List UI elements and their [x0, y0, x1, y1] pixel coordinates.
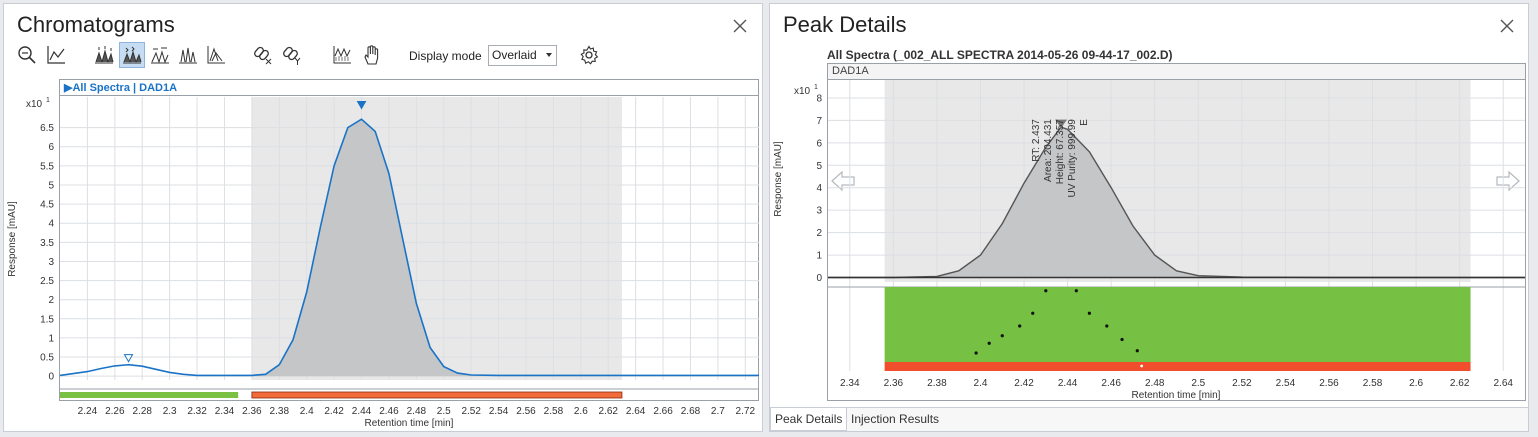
x-tick-label: 2.48 — [407, 406, 427, 417]
x-tick-label: 2.36 — [242, 406, 262, 417]
x-tick-label: 2.5 — [437, 406, 451, 417]
x-tick-label: 2.66 — [653, 406, 673, 417]
display-mode-value: Overlaid — [492, 48, 537, 62]
x-tick-label: 2.26 — [105, 406, 125, 417]
peak-labels-icon[interactable] — [91, 42, 117, 68]
y-tick-label: 3.5 — [40, 238, 54, 249]
y-tick-label: 7 — [816, 116, 822, 127]
x-tick-label: 2.4 — [300, 406, 314, 417]
y-exponent-label: x10 — [26, 99, 43, 110]
trace-header: DAD1A — [828, 64, 1525, 80]
y-tick-label: 0 — [48, 372, 54, 383]
link-y-icon[interactable] — [279, 42, 305, 68]
x-tick-label: 2.52 — [461, 406, 481, 417]
x-tick-label: 2.3 — [163, 406, 177, 417]
spectrum-icon[interactable] — [329, 42, 355, 68]
x-tick-label: 2.7 — [711, 406, 725, 417]
chromatogram-plot[interactable]: ▶All Spectra | DAD1A — [59, 79, 759, 401]
trace-header[interactable]: ▶All Spectra | DAD1A — [60, 80, 758, 96]
gear-icon[interactable] — [576, 42, 602, 68]
y-tick-label: 3 — [816, 206, 822, 217]
peak-details-panel: Peak Details All Spectra (_002_ALL SPECT… — [769, 3, 1529, 432]
y-tick-label: 2 — [48, 295, 54, 306]
x-axis-label: Retention time [min] — [365, 418, 454, 429]
autoscale-icon[interactable] — [43, 42, 69, 68]
integration-icon[interactable] — [147, 42, 173, 68]
next-peak-arrow-icon[interactable] — [1495, 170, 1521, 192]
expand-arrow-icon: ▶ — [64, 82, 73, 94]
y-tick-label: 6 — [48, 142, 54, 153]
y-exponent-power: 1 — [814, 84, 818, 91]
x-tick-label: 2.28 — [133, 406, 153, 417]
chevron-down-icon — [546, 53, 552, 57]
y-exponent-power: 1 — [46, 97, 50, 104]
x-tick-label: 2.44 — [352, 406, 372, 417]
link-x-icon[interactable] — [250, 42, 276, 68]
y-tick-label: 3 — [48, 257, 54, 268]
all-peaks-icon[interactable] — [119, 42, 145, 68]
y-tick-label: 5 — [816, 161, 822, 172]
y-tick-label: 4 — [816, 183, 822, 194]
y-tick-label: 4 — [48, 219, 54, 230]
x-tick-label: 2.6 — [574, 406, 588, 417]
overlay-traces-icon[interactable] — [175, 42, 201, 68]
tab-peak-details[interactable]: Peak Details — [770, 408, 848, 431]
y-axis-label: Response [mAU] — [7, 201, 18, 277]
display-mode-select[interactable]: Overlaid — [488, 45, 557, 66]
close-icon[interactable] — [731, 17, 749, 35]
display-mode-label: Display mode — [409, 49, 482, 63]
close-icon[interactable] — [1498, 17, 1516, 35]
y-tick-label: 1.5 — [40, 314, 54, 325]
trace-header-label: All Spectra | DAD1A — [72, 82, 178, 94]
stacked-traces-icon[interactable] — [203, 42, 229, 68]
y-tick-label: 0 — [816, 273, 822, 284]
x-tick-label: 2.34 — [215, 406, 235, 417]
bottom-tab-bar: Peak Details Injection Results — [770, 407, 1528, 431]
panel-title: Chromatograms — [17, 12, 175, 37]
y-tick-label: 5 — [48, 180, 54, 191]
y-tick-label: 2.5 — [40, 276, 54, 287]
y-tick-label: 6 — [816, 138, 822, 149]
x-tick-label: 2.24 — [78, 406, 98, 417]
tab-injection-results[interactable]: Injection Results — [851, 412, 940, 426]
y-tick-label: 1 — [816, 251, 822, 262]
previous-peak-arrow-icon[interactable] — [830, 170, 856, 192]
y-tick-label: 0.5 — [40, 353, 54, 364]
x-tick-label: 2.32 — [187, 406, 207, 417]
x-tick-label: 2.54 — [489, 406, 509, 417]
pan-hand-icon[interactable] — [358, 42, 384, 68]
x-tick-label: 2.58 — [544, 406, 564, 417]
y-exponent-label: x10 — [794, 86, 811, 97]
x-tick-label: 2.56 — [516, 406, 536, 417]
x-tick-label: 2.62 — [599, 406, 619, 417]
peak-plot[interactable]: DAD1A — [827, 63, 1526, 401]
x-tick-label: 2.46 — [379, 406, 399, 417]
injection-subtitle: All Spectra (_002_ALL SPECTRA 2014-05-26… — [827, 48, 1173, 62]
y-tick-label: 6.5 — [40, 123, 54, 134]
y-axis-label: Response [mAU] — [773, 141, 784, 217]
x-tick-label: 2.38 — [270, 406, 290, 417]
x-tick-label: 2.68 — [681, 406, 701, 417]
y-tick-label: 8 — [816, 93, 822, 104]
x-tick-label: 2.64 — [626, 406, 646, 417]
y-tick-label: 5.5 — [40, 161, 54, 172]
x-tick-label: 2.72 — [736, 406, 756, 417]
y-tick-label: 2 — [816, 228, 822, 239]
y-tick-label: 4.5 — [40, 200, 54, 211]
x-tick-label: 2.42 — [324, 406, 344, 417]
y-tick-label: 1 — [48, 333, 54, 344]
zoom-out-icon[interactable] — [14, 42, 40, 68]
panel-title: Peak Details — [783, 12, 907, 37]
chromatograms-panel: Chromatograms Display mode Overlaid — [3, 3, 763, 432]
